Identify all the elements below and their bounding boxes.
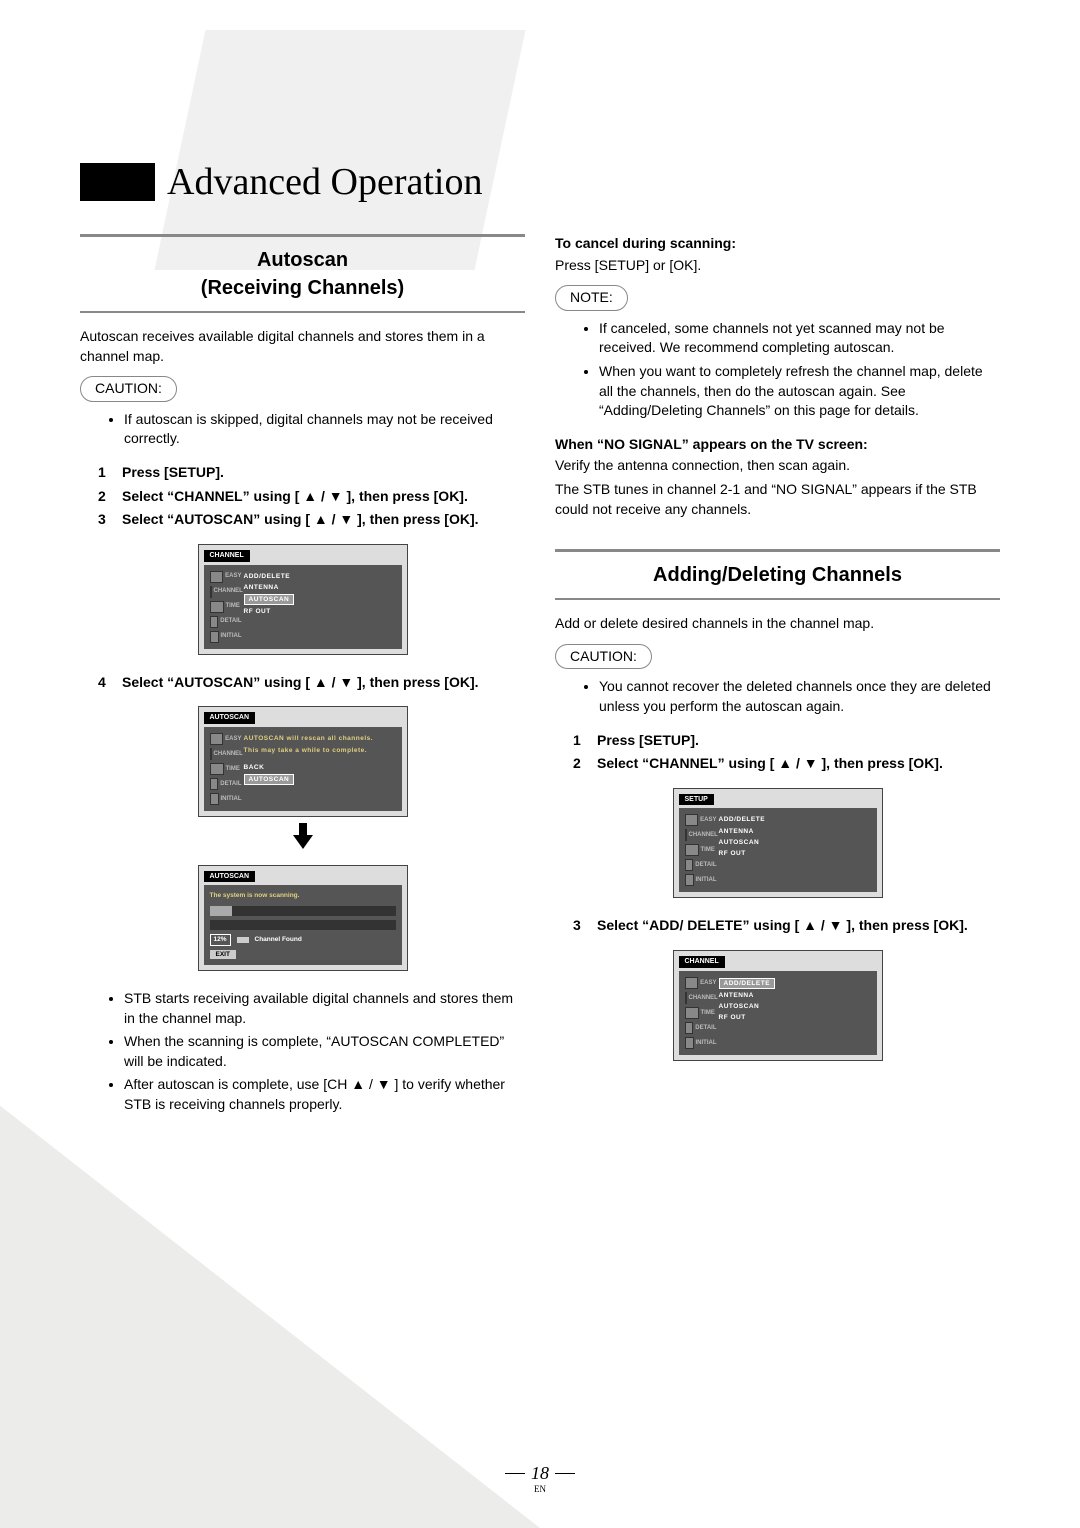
step-4: 4Select “AUTOSCAN” using [ ▲ / ▼ ], then…: [98, 673, 525, 693]
hr-top: [80, 234, 525, 237]
caution2-label: CAUTION:: [555, 644, 652, 670]
screen2-menu: AUTOSCAN will rescan all channels. This …: [242, 733, 396, 805]
page-number: 18 EN: [505, 1463, 575, 1494]
right-column: To cancel during scanning: Press [SETUP]…: [555, 234, 1000, 1129]
note-2: When you want to completely refresh the …: [599, 362, 1000, 421]
nosignal-heading: When “NO SIGNAL” appears on the TV scree…: [555, 435, 1000, 455]
after-note-2: When the scanning is complete, “AUTOSCAN…: [124, 1032, 525, 1071]
screen1-title: CHANNEL: [204, 550, 250, 562]
screen2-title: AUTOSCAN: [204, 712, 256, 724]
step-2: 2Select “CHANNEL” using [ ▲ / ▼ ], then …: [98, 487, 525, 507]
hr-bot: [80, 311, 525, 313]
caution2-item: You cannot recover the deleted channels …: [599, 677, 1000, 716]
after-note-1: STB starts receiving available digital c…: [124, 989, 525, 1028]
caution2-list: You cannot recover the deleted channels …: [555, 677, 1000, 716]
exit-button: EXIT: [210, 950, 236, 959]
step-r2: 2Select “CHANNEL” using [ ▲ / ▼ ], then …: [573, 754, 1000, 774]
autoscan-heading: Autoscan(Receiving Channels): [80, 240, 525, 308]
step-1: 1Press [SETUP].: [98, 463, 525, 483]
adddelete-heading: Adding/Deleting Channels: [555, 555, 1000, 595]
screenA-title: SETUP: [679, 794, 714, 806]
hr-bot-2: [555, 598, 1000, 600]
screen1-menu: ADD/DELETE ANTENNA AUTOSCAN RF OUT: [242, 571, 396, 643]
screenA-body: EASY CHANNEL TIME DETAIL INITIAL ADD/DEL…: [679, 808, 877, 892]
screen-channel-2: CHANNEL EASY CHANNEL TIME DETAIL INITIAL…: [673, 950, 883, 1061]
cancel-heading: To cancel during scanning:: [555, 234, 1000, 254]
page-number-value: 18: [531, 1463, 549, 1484]
screen-channel: CHANNEL EASY CHANNEL TIME DETAIL INITIAL…: [198, 544, 408, 655]
screen3-body: The system is now scanning. 12% Channel …: [204, 885, 402, 965]
screen1-body: EASY CHANNEL TIME DETAIL INITIAL ADD/DEL…: [204, 565, 402, 649]
cancel-body: Press [SETUP] or [OK].: [555, 256, 1000, 276]
steps-r-1-2: 1Press [SETUP]. 2Select “CHANNEL” using …: [555, 731, 1000, 774]
after-scan-notes: STB starts receiving available digital c…: [80, 989, 525, 1115]
heading-line1: Autoscan(Receiving Channels): [201, 249, 404, 299]
caution-item: If autoscan is skipped, digital channels…: [124, 410, 525, 449]
note-label: NOTE:: [555, 285, 628, 311]
autoscan-intro: Autoscan receives available digital chan…: [80, 327, 525, 366]
step-r3: 3Select “ADD/ DELETE” using [ ▲ / ▼ ], t…: [573, 916, 1000, 936]
screenB-title: CHANNEL: [679, 956, 725, 968]
page-title: Advanced Operation: [167, 160, 483, 204]
progress-row: 12% Channel Found: [210, 934, 396, 945]
hr-top-2: [555, 549, 1000, 552]
screen2-body: EASY CHANNEL TIME DETAIL INITIAL AUTOSCA…: [204, 727, 402, 811]
step-r3-wrap: 3Select “ADD/ DELETE” using [ ▲ / ▼ ], t…: [555, 916, 1000, 936]
caution-list: If autoscan is skipped, digital channels…: [80, 410, 525, 449]
screen-setup: SETUP EASY CHANNEL TIME DETAIL INITIAL A…: [673, 788, 883, 899]
adddelete-intro: Add or delete desired channels in the ch…: [555, 614, 1000, 634]
step-4-wrap: 4Select “AUTOSCAN” using [ ▲ / ▼ ], then…: [80, 673, 525, 693]
screen1-icons: EASY CHANNEL TIME DETAIL INITIAL: [210, 571, 242, 643]
step-r1: 1Press [SETUP].: [573, 731, 1000, 751]
progress-bar-2: [210, 920, 396, 930]
screen2-icons: EASY CHANNEL TIME DETAIL INITIAL: [210, 733, 242, 805]
content-columns: Autoscan(Receiving Channels) Autoscan re…: [80, 234, 1000, 1129]
screen3-title: AUTOSCAN: [204, 871, 256, 883]
nosignal-body2: The STB tunes in channel 2-1 and “NO SIG…: [555, 480, 1000, 519]
screen-autoscan-confirm: AUTOSCAN EASY CHANNEL TIME DETAIL INITIA…: [198, 706, 408, 817]
progress-bar: [210, 906, 396, 916]
screen-scanning: AUTOSCAN The system is now scanning. 12%…: [198, 865, 408, 971]
left-column: Autoscan(Receiving Channels) Autoscan re…: [80, 234, 525, 1129]
screenB-body: EASY CHANNEL TIME DETAIL INITIAL ADD/DEL…: [679, 971, 877, 1055]
page-title-row: Advanced Operation: [80, 160, 1000, 204]
step-3: 3Select “AUTOSCAN” using [ ▲ / ▼ ], then…: [98, 510, 525, 530]
title-black-bar: [80, 163, 155, 201]
after-note-3: After autoscan is complete, use [CH ▲ / …: [124, 1075, 525, 1114]
note-list: If canceled, some channels not yet scann…: [555, 319, 1000, 421]
caution-label: CAUTION:: [80, 376, 177, 402]
page-lang: EN: [505, 1484, 575, 1494]
note-1: If canceled, some channels not yet scann…: [599, 319, 1000, 358]
nosignal-body1: Verify the antenna connection, then scan…: [555, 456, 1000, 476]
steps-1-3: 1Press [SETUP]. 2Select “CHANNEL” using …: [80, 463, 525, 530]
down-arrow-icon: [80, 835, 525, 855]
